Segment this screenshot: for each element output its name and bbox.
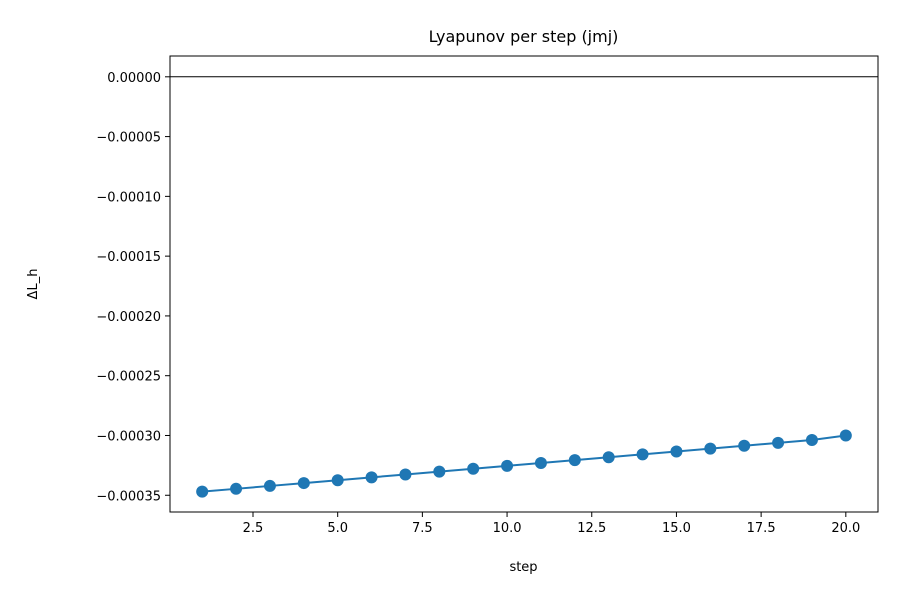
x-tick-label: 2.5	[243, 521, 264, 536]
data-point	[331, 474, 344, 487]
data-point	[196, 485, 209, 498]
x-tick-label: 5.0	[327, 521, 348, 536]
y-tick-label: 0.00000	[107, 71, 161, 86]
data-point	[805, 434, 818, 447]
chart-title: Lyapunov per step (jmj)	[429, 27, 619, 46]
x-tick-label: 15.0	[662, 521, 691, 536]
data-point	[263, 479, 276, 492]
y-tick-label: −0.00030	[96, 429, 161, 444]
x-axis-label: step	[509, 560, 537, 575]
data-point	[602, 451, 615, 464]
data-point	[365, 471, 378, 484]
data-point	[636, 448, 649, 461]
x-tick-label: 7.5	[412, 521, 433, 536]
data-point	[433, 465, 446, 478]
data-point	[297, 477, 310, 490]
data-point	[399, 468, 412, 481]
data-point	[501, 459, 514, 472]
y-axis-label: ΔL_h	[26, 269, 41, 300]
plot-area: 2.5 5.0 7.5 10.0 12.5 15.0 17.5 20.0 0.00000 −0.0…	[96, 55, 879, 536]
y-tick-label: −0.00035	[96, 489, 161, 504]
data-point	[738, 439, 751, 452]
data-point	[772, 436, 785, 449]
axes-frame	[169, 55, 879, 513]
data-point	[670, 445, 683, 458]
y-tick-label: −0.00015	[96, 250, 161, 265]
x-tick-label: 10.0	[493, 521, 522, 536]
data-point	[839, 429, 852, 442]
data-point	[230, 482, 243, 495]
y-tick-label: −0.00020	[96, 310, 161, 325]
y-tick-label: −0.00025	[96, 370, 161, 385]
data-point	[534, 456, 547, 469]
x-tick-label: 12.5	[577, 521, 606, 536]
data-point	[568, 454, 581, 467]
x-tick-label: 17.5	[747, 521, 776, 536]
y-tick-label: −0.00005	[96, 131, 161, 146]
data-point	[704, 442, 717, 455]
y-tick-label: −0.00010	[96, 190, 161, 205]
x-tick-label: 20.0	[831, 521, 860, 536]
data-point	[467, 462, 480, 475]
